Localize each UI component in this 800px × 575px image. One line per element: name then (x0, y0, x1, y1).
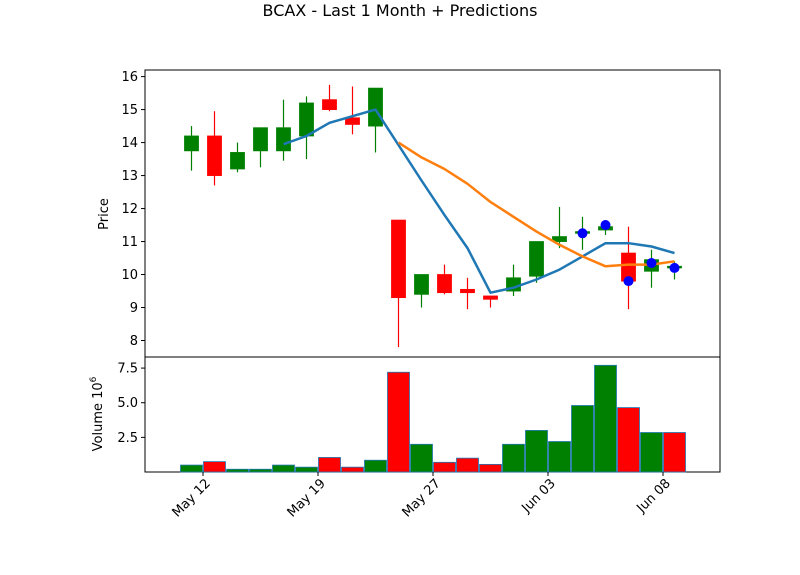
candle-body-down (483, 295, 498, 300)
volume-bar (548, 441, 571, 473)
volume-bar (410, 443, 433, 473)
moving-average-line-blue (283, 108, 675, 294)
volume-bar (203, 461, 226, 473)
candle-body-up (276, 127, 291, 152)
price-ytick-label: 15 (121, 103, 138, 118)
candle-body-up (414, 274, 429, 295)
prediction-marker (646, 257, 657, 268)
candle-body-up (184, 135, 199, 152)
candle-body-up (253, 127, 268, 152)
xtick-label: Jun 03 (519, 476, 559, 516)
xtick-label: Jun 08 (634, 476, 674, 516)
volume-bar (617, 407, 640, 473)
volume-bar (249, 468, 272, 473)
volume-bar (341, 466, 364, 473)
candle-body-down (391, 219, 406, 299)
candle-body-up (529, 241, 544, 277)
volume-ytick-label: 7.5 (117, 362, 138, 377)
price-ytick-label: 10 (121, 268, 138, 283)
candle-body-up (368, 87, 383, 127)
xtick-label: May 27 (400, 476, 444, 520)
candle-body-down (207, 135, 222, 176)
candle-body-down (345, 117, 360, 125)
volume-bar (318, 457, 341, 473)
price-ytick-label: 13 (121, 169, 138, 184)
price-plot-area (144, 69, 721, 358)
volume-bar (479, 463, 502, 473)
volume-bar (594, 364, 617, 473)
prediction-marker (600, 220, 611, 231)
candle-body-up (552, 236, 567, 242)
volume-ytick-label: 5.0 (117, 396, 138, 411)
volume-ytick-label: 2.5 (117, 431, 138, 446)
volume-bar (525, 430, 548, 473)
candle-body-down (322, 99, 337, 110)
moving-average-line-orange (397, 141, 675, 268)
price-ytick-label: 12 (121, 202, 138, 217)
volume-axis-label-exponent: 6 (89, 376, 99, 382)
volume-axis-label-main: Volume 10 (91, 382, 106, 451)
price-ytick-label: 11 (121, 235, 138, 250)
xtick-label: May 19 (285, 476, 329, 520)
prediction-marker (669, 262, 680, 273)
volume-bar (180, 464, 203, 473)
volume-bar (272, 464, 295, 473)
volume-bar (640, 432, 663, 473)
price-ytick-label: 16 (121, 70, 138, 85)
price-ytick-label: 8 (130, 334, 138, 349)
xtick-label: May 12 (170, 476, 214, 520)
candle-body-up (299, 102, 314, 137)
volume-bar (663, 432, 686, 473)
candle-body-up (230, 152, 245, 170)
volume-bar (387, 371, 410, 473)
volume-bar (456, 457, 479, 473)
volume-bar (295, 466, 318, 473)
volume-bar (571, 405, 594, 473)
volume-bar (502, 443, 525, 473)
volume-bar (364, 459, 387, 473)
price-ytick-label: 9 (130, 301, 138, 316)
candle-body-down (460, 288, 475, 294)
chart-title: BCAX - Last 1 Month + Predictions (263, 1, 538, 20)
price-panel: 8 9 10 11 12 13 14 15 16 (121, 69, 721, 358)
price-ytick-label: 14 (121, 136, 138, 151)
prediction-marker (623, 276, 634, 287)
volume-panel: 2.5 5.0 7.5 May 12 May 19 May 27 Jun 03 Jun 08 (117, 356, 721, 520)
volume-bar (433, 461, 456, 473)
prediction-marker (577, 228, 588, 239)
volume-bar (226, 468, 249, 473)
candle-body-down (437, 274, 452, 294)
price-axis-label: Price (97, 198, 112, 230)
volume-axis-label: Volume 106 (89, 376, 106, 451)
